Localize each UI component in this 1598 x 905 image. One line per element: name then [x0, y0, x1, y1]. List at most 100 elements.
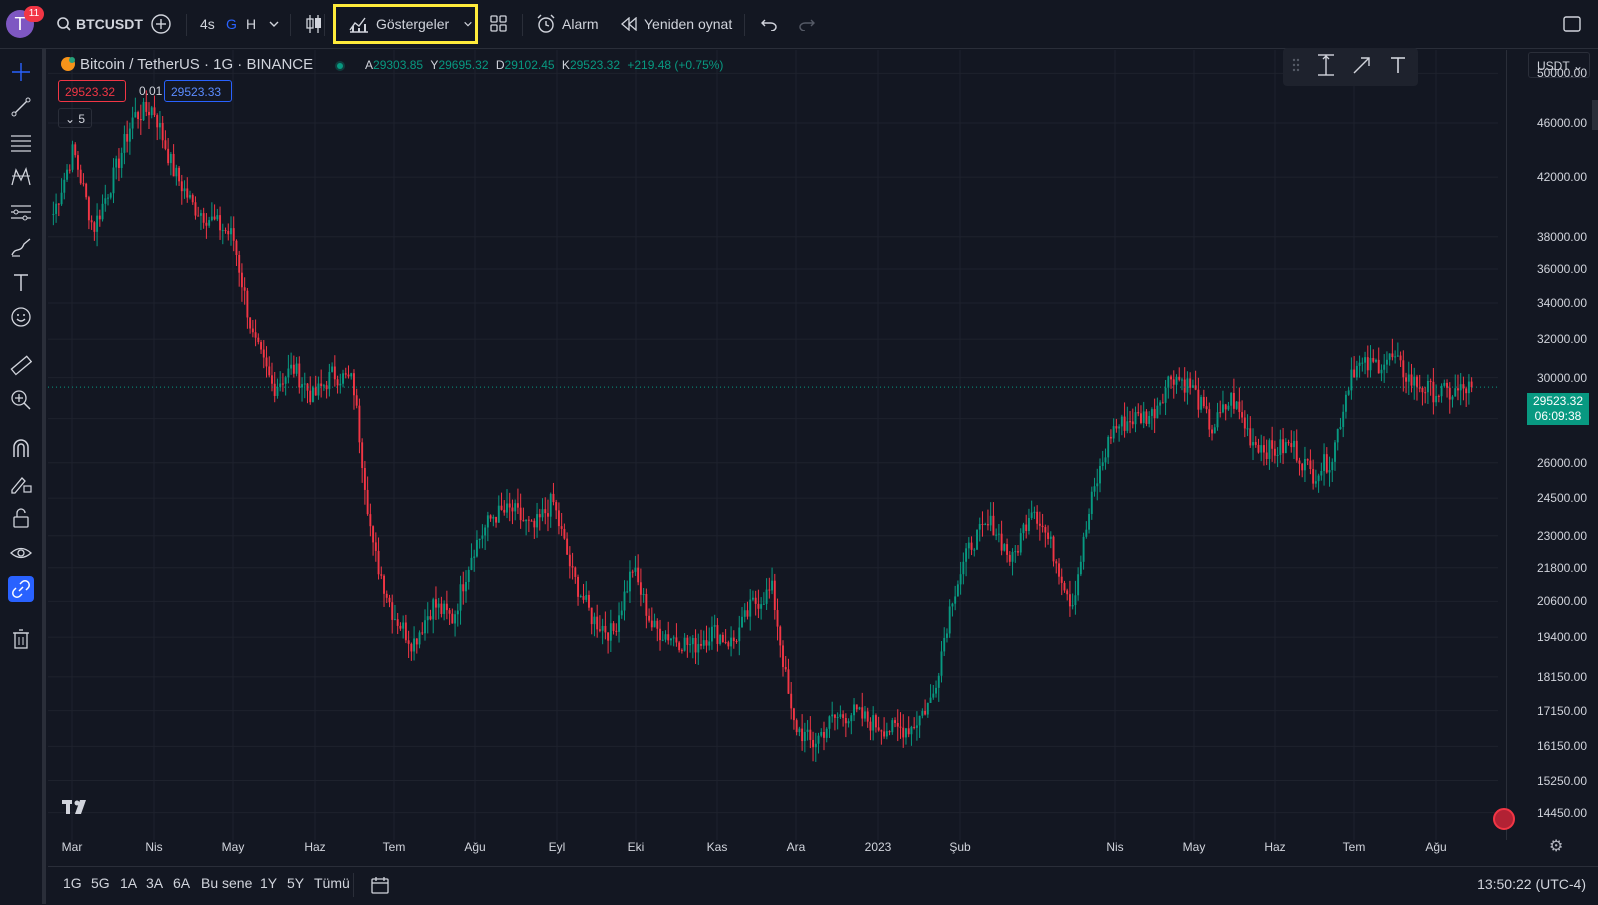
interval-week-button[interactable]: H [246, 16, 257, 32]
stay-in-drawing-tool[interactable] [8, 470, 34, 496]
candle-body [959, 574, 962, 585]
pattern-tool[interactable] [8, 164, 34, 190]
top-toolbar: T 11 BTCUSDT 4s G H Göstergeler Alarm Ye… [0, 0, 1598, 49]
range-5y[interactable]: 5Y [287, 875, 305, 891]
candle-body [303, 383, 306, 385]
remove-drawings-tool[interactable] [8, 626, 34, 652]
candle-body [642, 593, 645, 595]
candle-body [1437, 395, 1440, 397]
forecast-tool[interactable] [8, 199, 34, 225]
alarm-button[interactable]: Alarm [536, 0, 599, 48]
candle-body [888, 731, 891, 733]
us-flag-icon[interactable] [1493, 808, 1515, 830]
zoom-tool[interactable] [8, 387, 34, 413]
range-all[interactable]: Tümü [314, 875, 350, 891]
candle-body [765, 589, 768, 604]
candle-body [514, 503, 517, 512]
candle-body [336, 379, 339, 386]
sync-drawings-tool[interactable] [8, 576, 34, 602]
horizontal-lines-icon [11, 135, 31, 152]
range-6m[interactable]: 6A [173, 875, 191, 891]
lock-drawings-tool[interactable] [8, 505, 34, 531]
emoji-tool[interactable] [8, 304, 34, 330]
candle-body [787, 669, 790, 694]
candle-body [1331, 461, 1334, 471]
candle-body [588, 594, 590, 608]
range-ytd[interactable]: Bu sene [201, 875, 253, 891]
undo-button[interactable] [760, 0, 778, 48]
interval-day-button[interactable]: G [226, 16, 237, 32]
candle-body [172, 153, 175, 177]
hide-drawings-tool[interactable] [8, 540, 34, 566]
fullscreen-button[interactable] [1562, 0, 1582, 48]
candle-body [210, 216, 213, 221]
candle-body [754, 597, 757, 604]
time-axis[interactable]: Mar Nis May Haz Tem Ağu Eyl Eki Kas Ara 2023 Şub Nis… [48, 840, 1498, 864]
candle-body [68, 169, 71, 171]
buy-price-button[interactable]: 29523.33 [164, 80, 232, 102]
candle-body [645, 593, 648, 616]
candle-body [1194, 385, 1197, 390]
candle-body [60, 192, 63, 205]
candle-body [178, 167, 181, 182]
candle-body [254, 332, 257, 338]
compare-button[interactable] [150, 0, 172, 48]
candle-body [478, 538, 481, 540]
fib-tool[interactable] [8, 129, 34, 155]
candle-body [716, 625, 719, 644]
candle-body [899, 726, 902, 728]
candle-body [1303, 459, 1306, 471]
y-tick-label: 26000.00 [1536, 455, 1587, 470]
symbol-search-button[interactable]: BTCUSDT [56, 0, 143, 48]
legend-collapse-button[interactable]: ⌄ 5 [58, 108, 92, 128]
chart-type-button[interactable] [304, 0, 324, 48]
candle-body [312, 387, 314, 403]
y-tick-label: 46000.00 [1536, 116, 1587, 130]
goto-date-button[interactable] [370, 875, 390, 900]
candle-body [1446, 382, 1448, 388]
ruler-tool[interactable] [8, 352, 34, 378]
sell-price-button[interactable]: 29523.32 [58, 80, 126, 102]
candle-body [866, 711, 869, 722]
candle-body [1372, 357, 1375, 362]
range-1m[interactable]: 1A [120, 875, 138, 891]
text-tool[interactable] [8, 269, 34, 295]
candle-body [612, 623, 615, 631]
candle-body [199, 213, 202, 216]
magnet-tool[interactable] [8, 435, 34, 461]
candle-body [626, 591, 629, 593]
price-axis[interactable]: 50000.00 46000.00 42000.00 38000.00 36000.00… [1506, 50, 1598, 840]
redo-button[interactable] [798, 0, 816, 48]
replay-button[interactable]: Yeniden oynat [620, 0, 732, 48]
trend-line-tool[interactable] [8, 94, 34, 120]
chevron-down-icon [269, 21, 279, 27]
arrow-tool[interactable] [1351, 54, 1373, 81]
candle-body [582, 596, 585, 600]
candle-body [932, 693, 935, 698]
chart-settings-icon[interactable]: ⚙ [1549, 838, 1564, 855]
timezone-clock[interactable]: 13:50:22 (UTC-4) [1477, 876, 1586, 892]
candle-body [186, 188, 189, 198]
interval-4h-button[interactable]: 4s [200, 16, 215, 32]
range-5d[interactable]: 5G [91, 875, 110, 891]
currency-select[interactable]: USDT ⌄ [1528, 52, 1590, 78]
templates-button[interactable] [490, 0, 508, 48]
price-range-tool[interactable] [1315, 53, 1337, 82]
indicators-button[interactable]: Göstergeler [333, 4, 478, 44]
market-status-icon[interactable] [334, 59, 346, 77]
range-1d[interactable]: 1G [63, 875, 82, 891]
drag-handle-icon[interactable] [1291, 57, 1301, 78]
price-chart[interactable] [48, 50, 1498, 840]
candle-body [653, 620, 656, 628]
crosshair-tool[interactable] [8, 59, 34, 85]
candle-body [924, 710, 927, 715]
scroll-handle[interactable] [1592, 100, 1598, 130]
tradingview-logo[interactable] [62, 798, 92, 822]
range-3m[interactable]: 3A [146, 875, 164, 891]
candle-body [568, 554, 571, 567]
brush-tool[interactable] [8, 234, 34, 260]
range-1y[interactable]: 1Y [260, 875, 278, 891]
text-annotation-tool[interactable] [1389, 55, 1407, 80]
candle-body [915, 725, 918, 728]
interval-dropdown[interactable] [268, 0, 280, 48]
